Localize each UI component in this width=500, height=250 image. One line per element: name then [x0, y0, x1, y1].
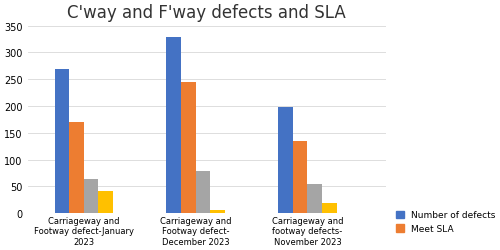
Legend: Number of defects, Meet SLA: Number of defects, Meet SLA [396, 210, 496, 233]
Bar [308, 184, 322, 214]
Bar [98, 191, 112, 214]
Bar [210, 210, 224, 214]
Bar [322, 203, 336, 214]
Title: C'way and F'way defects and SLA: C'way and F'way defects and SLA [68, 4, 346, 22]
Bar [278, 107, 293, 214]
Bar [84, 180, 98, 214]
Bar [196, 172, 210, 213]
Bar [166, 38, 181, 214]
Bar [293, 141, 308, 214]
Bar [181, 82, 196, 214]
Bar [69, 122, 84, 214]
Bar [54, 70, 69, 214]
